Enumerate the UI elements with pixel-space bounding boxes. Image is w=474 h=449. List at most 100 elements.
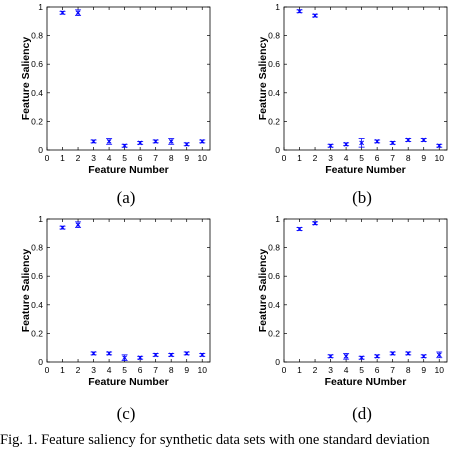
point-marker [137,140,143,146]
x-axis-label: Feature Number [88,164,169,176]
x-tick-label: 1 [60,365,65,375]
data-point [152,352,159,358]
point-marker [405,351,411,356]
data-point [183,351,190,356]
data-point [374,353,381,359]
y-tick-label: 0.2 [31,328,43,338]
point-marker [122,143,128,149]
data-point [389,351,396,356]
point-marker [312,13,318,18]
data-point [312,13,319,18]
x-axis-label: Feature NUmber [325,376,407,388]
y-tick-label: 0.8 [268,243,280,253]
figure-caption: Fig. 1. Feature saliency for synthetic d… [0,432,430,448]
x-tick-label: 9 [184,365,189,375]
point-marker [436,143,442,149]
data-point [121,143,128,149]
x-tick-label: 9 [421,153,426,163]
data-point [343,353,350,360]
axes-box [283,218,448,363]
data-point [389,140,396,146]
y-tick-label: 0 [38,145,43,155]
y-tick-label: 0.4 [31,88,43,98]
axes-box [283,6,448,151]
x-tick-label: 3 [328,153,333,163]
x-tick-label: 10 [435,365,445,375]
x-tick-label: 10 [198,365,208,375]
point-marker [359,140,365,146]
data-point [137,355,144,361]
point-marker [91,351,96,356]
x-tick-label: 5 [122,153,127,163]
y-tick-label: 1 [38,2,43,12]
y-tick-label: 0.4 [31,300,43,310]
y-axis-label: Feature Saliency [257,37,269,121]
point-marker [184,351,190,356]
point-marker [436,352,442,358]
x-tick-label: 4 [344,153,349,163]
point-marker [91,139,96,144]
point-marker [122,355,128,361]
point-marker [60,10,65,16]
y-tick-label: 0.8 [31,243,43,253]
data-point [374,139,381,144]
data-point [199,139,206,144]
x-tick-label: 1 [60,153,65,163]
x-tick-label: 7 [153,365,158,375]
point-marker [343,141,349,147]
data-point [420,137,427,143]
x-tick-label: 10 [435,153,445,163]
data-point [296,226,303,232]
x-tick-label: 5 [359,153,364,163]
point-marker [168,352,174,358]
y-axis-label: Feature Saliency [20,249,32,333]
data-point [327,353,334,359]
point-marker [184,141,190,147]
x-tick-label: 3 [91,153,96,163]
data-point [168,352,175,358]
x-tick-label: 7 [153,153,158,163]
point-marker [328,353,333,359]
point-marker [421,137,427,143]
y-tick-label: 0.6 [31,271,43,281]
x-tick-label: 9 [421,365,426,375]
data-point [59,225,66,230]
data-point [436,143,443,149]
data-point [436,351,443,359]
data-point [327,143,334,149]
point-marker [390,351,396,356]
x-axis-label: Feature Number [88,376,169,388]
data-point [106,351,113,356]
y-tick-label: 1 [275,214,280,224]
data-point [420,353,427,359]
point-marker [328,143,333,149]
x-tick-label: 0 [45,153,50,163]
x-tick-label: 4 [107,153,112,163]
x-tick-label: 2 [313,153,318,163]
panel-label-b: (b) [352,188,372,207]
point-marker [359,355,365,361]
y-tick-label: 1 [38,214,43,224]
x-tick-label: 7 [390,153,395,163]
x-tick-label: 2 [76,153,81,163]
x-tick-label: 8 [169,365,174,375]
y-tick-label: 0.6 [268,271,280,281]
data-point [59,10,66,16]
point-marker [297,226,302,232]
x-tick-label: 1 [297,365,302,375]
panel-label-a: (a) [116,188,136,207]
x-tick-label: 5 [359,365,364,375]
x-tick-label: 0 [282,153,287,163]
point-marker [153,139,159,144]
data-point [106,138,113,145]
data-point [312,220,319,226]
y-tick-label: 0.6 [31,59,43,69]
panel-label-c: (c) [116,404,136,423]
x-tick-label: 6 [138,365,143,375]
data-point [121,354,128,361]
data-point [75,9,82,16]
